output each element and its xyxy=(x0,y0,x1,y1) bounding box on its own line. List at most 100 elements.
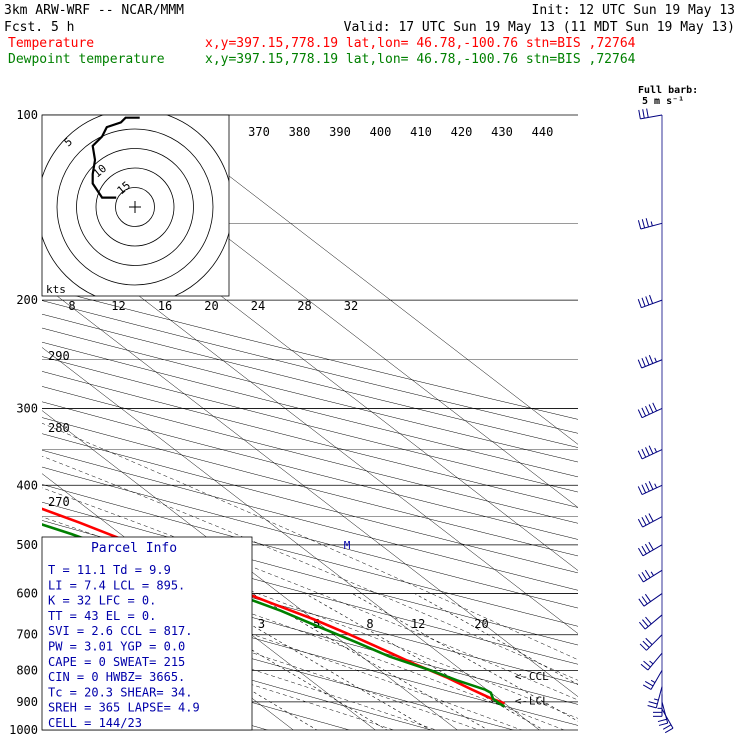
wind-barb-flag xyxy=(641,219,646,229)
init-time: Init: 12 UTC Sun 19 May 13 xyxy=(532,3,736,18)
hodograph-speed-label: 8 xyxy=(68,299,75,313)
wind-barb xyxy=(637,513,663,528)
wind-barb-flag xyxy=(637,220,642,230)
dry-adiabat-line xyxy=(42,501,578,646)
mixing-ratio-line xyxy=(252,593,489,730)
pressure-tick-label: 200 xyxy=(16,293,38,307)
valid-time: Valid: 17 UTC Sun 19 May 13 (11 MDT Sun … xyxy=(344,20,735,35)
mixing-ratio-line xyxy=(157,593,388,730)
pressure-tick-label: 500 xyxy=(16,538,38,552)
wind-barb-staff xyxy=(644,614,663,630)
temperature-legend-label: Temperature xyxy=(8,36,94,51)
dewpoint-profile xyxy=(42,523,506,708)
hodograph-speed-label: 16 xyxy=(158,299,172,313)
theta-label: 420 xyxy=(451,125,473,139)
wind-barb-flag xyxy=(637,299,642,308)
wind-barb-flag xyxy=(654,447,658,453)
isotherm-line xyxy=(42,410,458,730)
wind-barb-flag xyxy=(641,545,647,555)
forecast-hour: Fcst. 5 h xyxy=(4,20,74,35)
hodograph-ring xyxy=(115,187,155,227)
parcel-title: Parcel Info xyxy=(91,541,177,556)
wind-barb-flag xyxy=(650,571,654,576)
wind-barb-flag xyxy=(639,643,647,651)
hodograph-ring xyxy=(76,148,194,266)
wind-barb-flag xyxy=(645,356,650,366)
pressure-tick-label: 300 xyxy=(16,401,38,415)
theta-label: 280 xyxy=(48,421,70,435)
sounding-profiles: M xyxy=(42,507,506,708)
hodograph-speed-label: 24 xyxy=(251,299,265,313)
wind-barb-flag xyxy=(644,681,654,687)
hodograph-speed-label: 28 xyxy=(297,299,311,313)
wind-barb xyxy=(639,634,663,651)
mixing-ratio-label: 3 xyxy=(258,617,265,631)
dry-adiabat-line xyxy=(42,466,578,609)
dry-adiabat-line xyxy=(42,327,578,463)
hodograph-units: kts xyxy=(46,283,66,296)
mixing-ratio-line xyxy=(414,593,578,685)
wind-barb-flag xyxy=(641,448,647,458)
theta-label: 430 xyxy=(491,125,513,139)
wind-barb-flag xyxy=(664,727,674,734)
theta-label: 410 xyxy=(410,125,432,139)
wind-barb-flag xyxy=(645,405,650,415)
parcel-row: Tc = 20.3 SHEAR= 34. xyxy=(48,685,193,699)
dry-adiabat-line xyxy=(42,313,578,448)
wind-barb xyxy=(637,354,663,369)
wind-barb-flag xyxy=(638,109,641,119)
wind-barb xyxy=(640,652,663,671)
wind-barb-flag xyxy=(662,724,672,730)
mixing-ratio-line xyxy=(198,593,431,730)
dewpoint-location: x,y=397.15,778.19 lat,lon= 46.78,-100.76… xyxy=(205,52,636,67)
wind-barbs xyxy=(637,108,674,734)
dry-adiabat-line xyxy=(42,356,578,493)
wind-barb-staff xyxy=(643,593,663,607)
wind-barb-flag xyxy=(645,616,652,625)
parcel-row: CELL = 144/23 xyxy=(48,716,142,730)
wind-barb-flag xyxy=(637,486,643,495)
wind-barb-flag xyxy=(646,108,649,118)
parcel-box xyxy=(41,536,253,731)
wind-barb xyxy=(637,445,663,460)
parcel-row: SREH = 365 LAPSE= 4.9 xyxy=(48,701,200,715)
wind-barb-flag xyxy=(648,541,654,551)
moist-adiabat-line xyxy=(42,487,578,701)
wind-barb xyxy=(661,708,674,734)
header: 3km ARW-WRF -- NCAR/MMM Fcst. 5 h Init: … xyxy=(4,3,735,67)
cloud-base-marker-label: CCL xyxy=(529,670,549,683)
wind-barb-flag xyxy=(644,543,651,553)
wind-barb xyxy=(637,481,663,496)
wind-barb-flag xyxy=(648,513,654,522)
wind-barb-flag xyxy=(638,621,646,630)
mixing-ratio-line xyxy=(352,593,578,722)
wind-barb xyxy=(657,701,669,726)
isotherm-line xyxy=(42,347,540,730)
parcel-row: CIN = 0 HWBZ= 3665. xyxy=(48,670,185,684)
wind-barb-flag xyxy=(658,722,668,726)
pressure-tick-label: 100 xyxy=(16,108,38,122)
pressure-tick-label: 800 xyxy=(16,663,38,677)
pressure-tick-label: 700 xyxy=(16,628,38,642)
isotherm-line xyxy=(42,220,578,634)
cloud-base-marker-label: LCL xyxy=(529,694,549,707)
model-title: 3km ARW-WRF -- NCAR/MMM xyxy=(4,3,184,18)
hodograph-ring xyxy=(56,128,214,286)
wind-barb-flag xyxy=(648,354,654,364)
wind-barb-flag xyxy=(648,404,654,413)
hodograph-trace xyxy=(91,116,140,199)
theta-label: 400 xyxy=(370,125,392,139)
dry-adiabat-line xyxy=(42,520,578,665)
wind-barb-flag xyxy=(654,357,657,363)
hodograph-speed-label: 20 xyxy=(204,299,218,313)
wind-barb-flag xyxy=(642,619,649,627)
wind-barb-flag xyxy=(650,679,656,683)
wind-barb-flag xyxy=(637,450,643,460)
wind-barb-flag xyxy=(645,447,650,456)
full-barb-note: Full barb: 5 m s⁻¹ xyxy=(638,85,698,107)
full-barb-units: 5 m s⁻¹ xyxy=(642,96,684,107)
cloud-base-markers: <- CCL<- LCL xyxy=(515,670,549,707)
wind-barb-flag xyxy=(644,569,651,579)
